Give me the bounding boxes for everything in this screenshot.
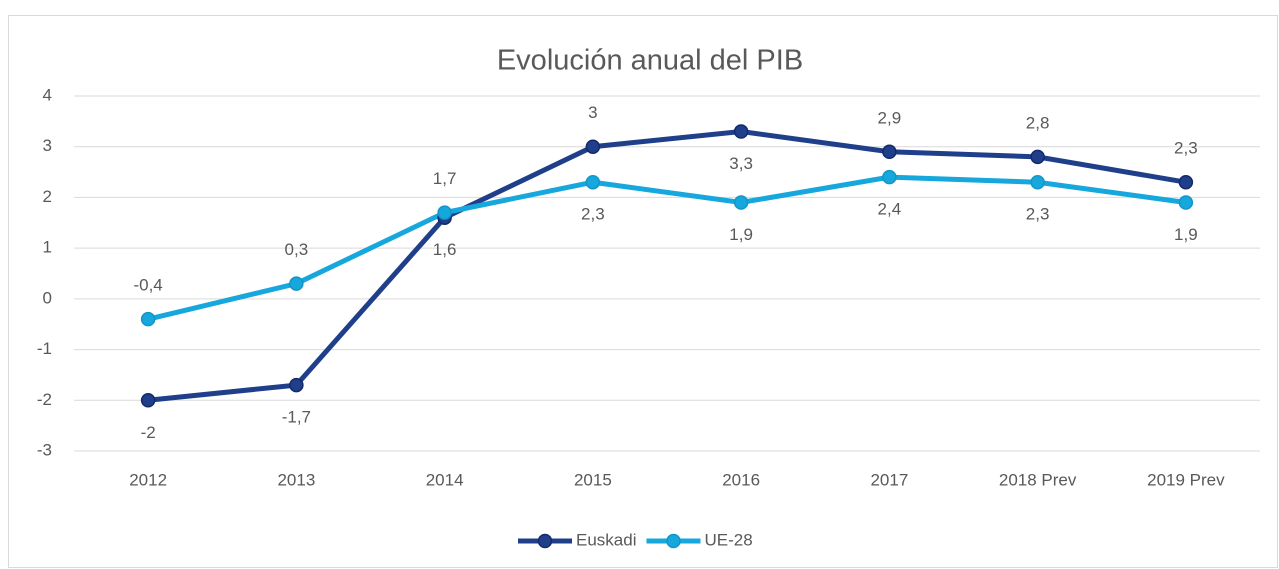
data-label: 3 <box>588 103 597 122</box>
legend-marker <box>537 533 553 549</box>
data-label: -1,7 <box>282 408 311 427</box>
legend-marker <box>666 533 681 549</box>
point <box>437 205 452 220</box>
data-label: 2,3 <box>581 205 605 224</box>
x-tick-label: 2013 <box>277 470 315 489</box>
y-tick-label: -1 <box>37 339 52 358</box>
point <box>733 195 749 210</box>
y-tick-label: -2 <box>37 390 52 409</box>
data-label: 1,7 <box>433 169 457 188</box>
data-label: 3,3 <box>729 154 753 173</box>
x-tick-label: 2019 Prev <box>1147 470 1225 489</box>
point <box>882 144 897 160</box>
point <box>289 377 304 393</box>
point <box>882 169 897 185</box>
chart-title: Evolución anual del PIB <box>497 45 803 77</box>
data-label: 1,9 <box>1174 225 1198 244</box>
x-tick-label: 2017 <box>870 470 908 489</box>
data-label: 1,9 <box>729 225 753 244</box>
data-label: 2,4 <box>878 200 902 219</box>
point <box>1178 195 1194 210</box>
point <box>585 139 601 154</box>
chart-border <box>8 15 1278 568</box>
y-tick-label: 0 <box>43 288 52 307</box>
x-tick-label: 2014 <box>426 470 464 489</box>
data-label: 2,3 <box>1174 139 1198 158</box>
y-tick-label: 3 <box>43 136 52 155</box>
series-line <box>147 128 1187 403</box>
point <box>140 311 156 327</box>
data-label: 2,8 <box>1026 113 1050 132</box>
x-tick-label: 2018 Prev <box>999 470 1077 489</box>
data-label: -0,4 <box>133 276 162 295</box>
y-tick-label: -3 <box>37 440 52 459</box>
legend-label: Euskadi <box>576 530 636 549</box>
point <box>1030 149 1045 165</box>
data-label: 1,6 <box>433 240 457 259</box>
x-tick-label: 2016 <box>722 470 760 489</box>
x-tick-label: 2012 <box>129 470 167 489</box>
y-tick-label: 1 <box>43 238 52 257</box>
point <box>140 393 156 408</box>
y-tick-label: 4 <box>43 85 52 104</box>
data-label: 0,3 <box>285 240 309 259</box>
point <box>585 174 601 190</box>
y-tick-label: 2 <box>43 187 52 206</box>
x-tick-label: 2015 <box>574 470 612 489</box>
point <box>1178 174 1194 190</box>
point <box>289 276 304 291</box>
data-label: -2 <box>141 423 156 442</box>
legend-label: UE-28 <box>704 530 752 549</box>
data-label: 2,9 <box>878 108 902 127</box>
point <box>733 124 749 139</box>
data-label: 2,3 <box>1026 205 1050 224</box>
point <box>1030 174 1045 190</box>
series-line <box>147 174 1187 322</box>
